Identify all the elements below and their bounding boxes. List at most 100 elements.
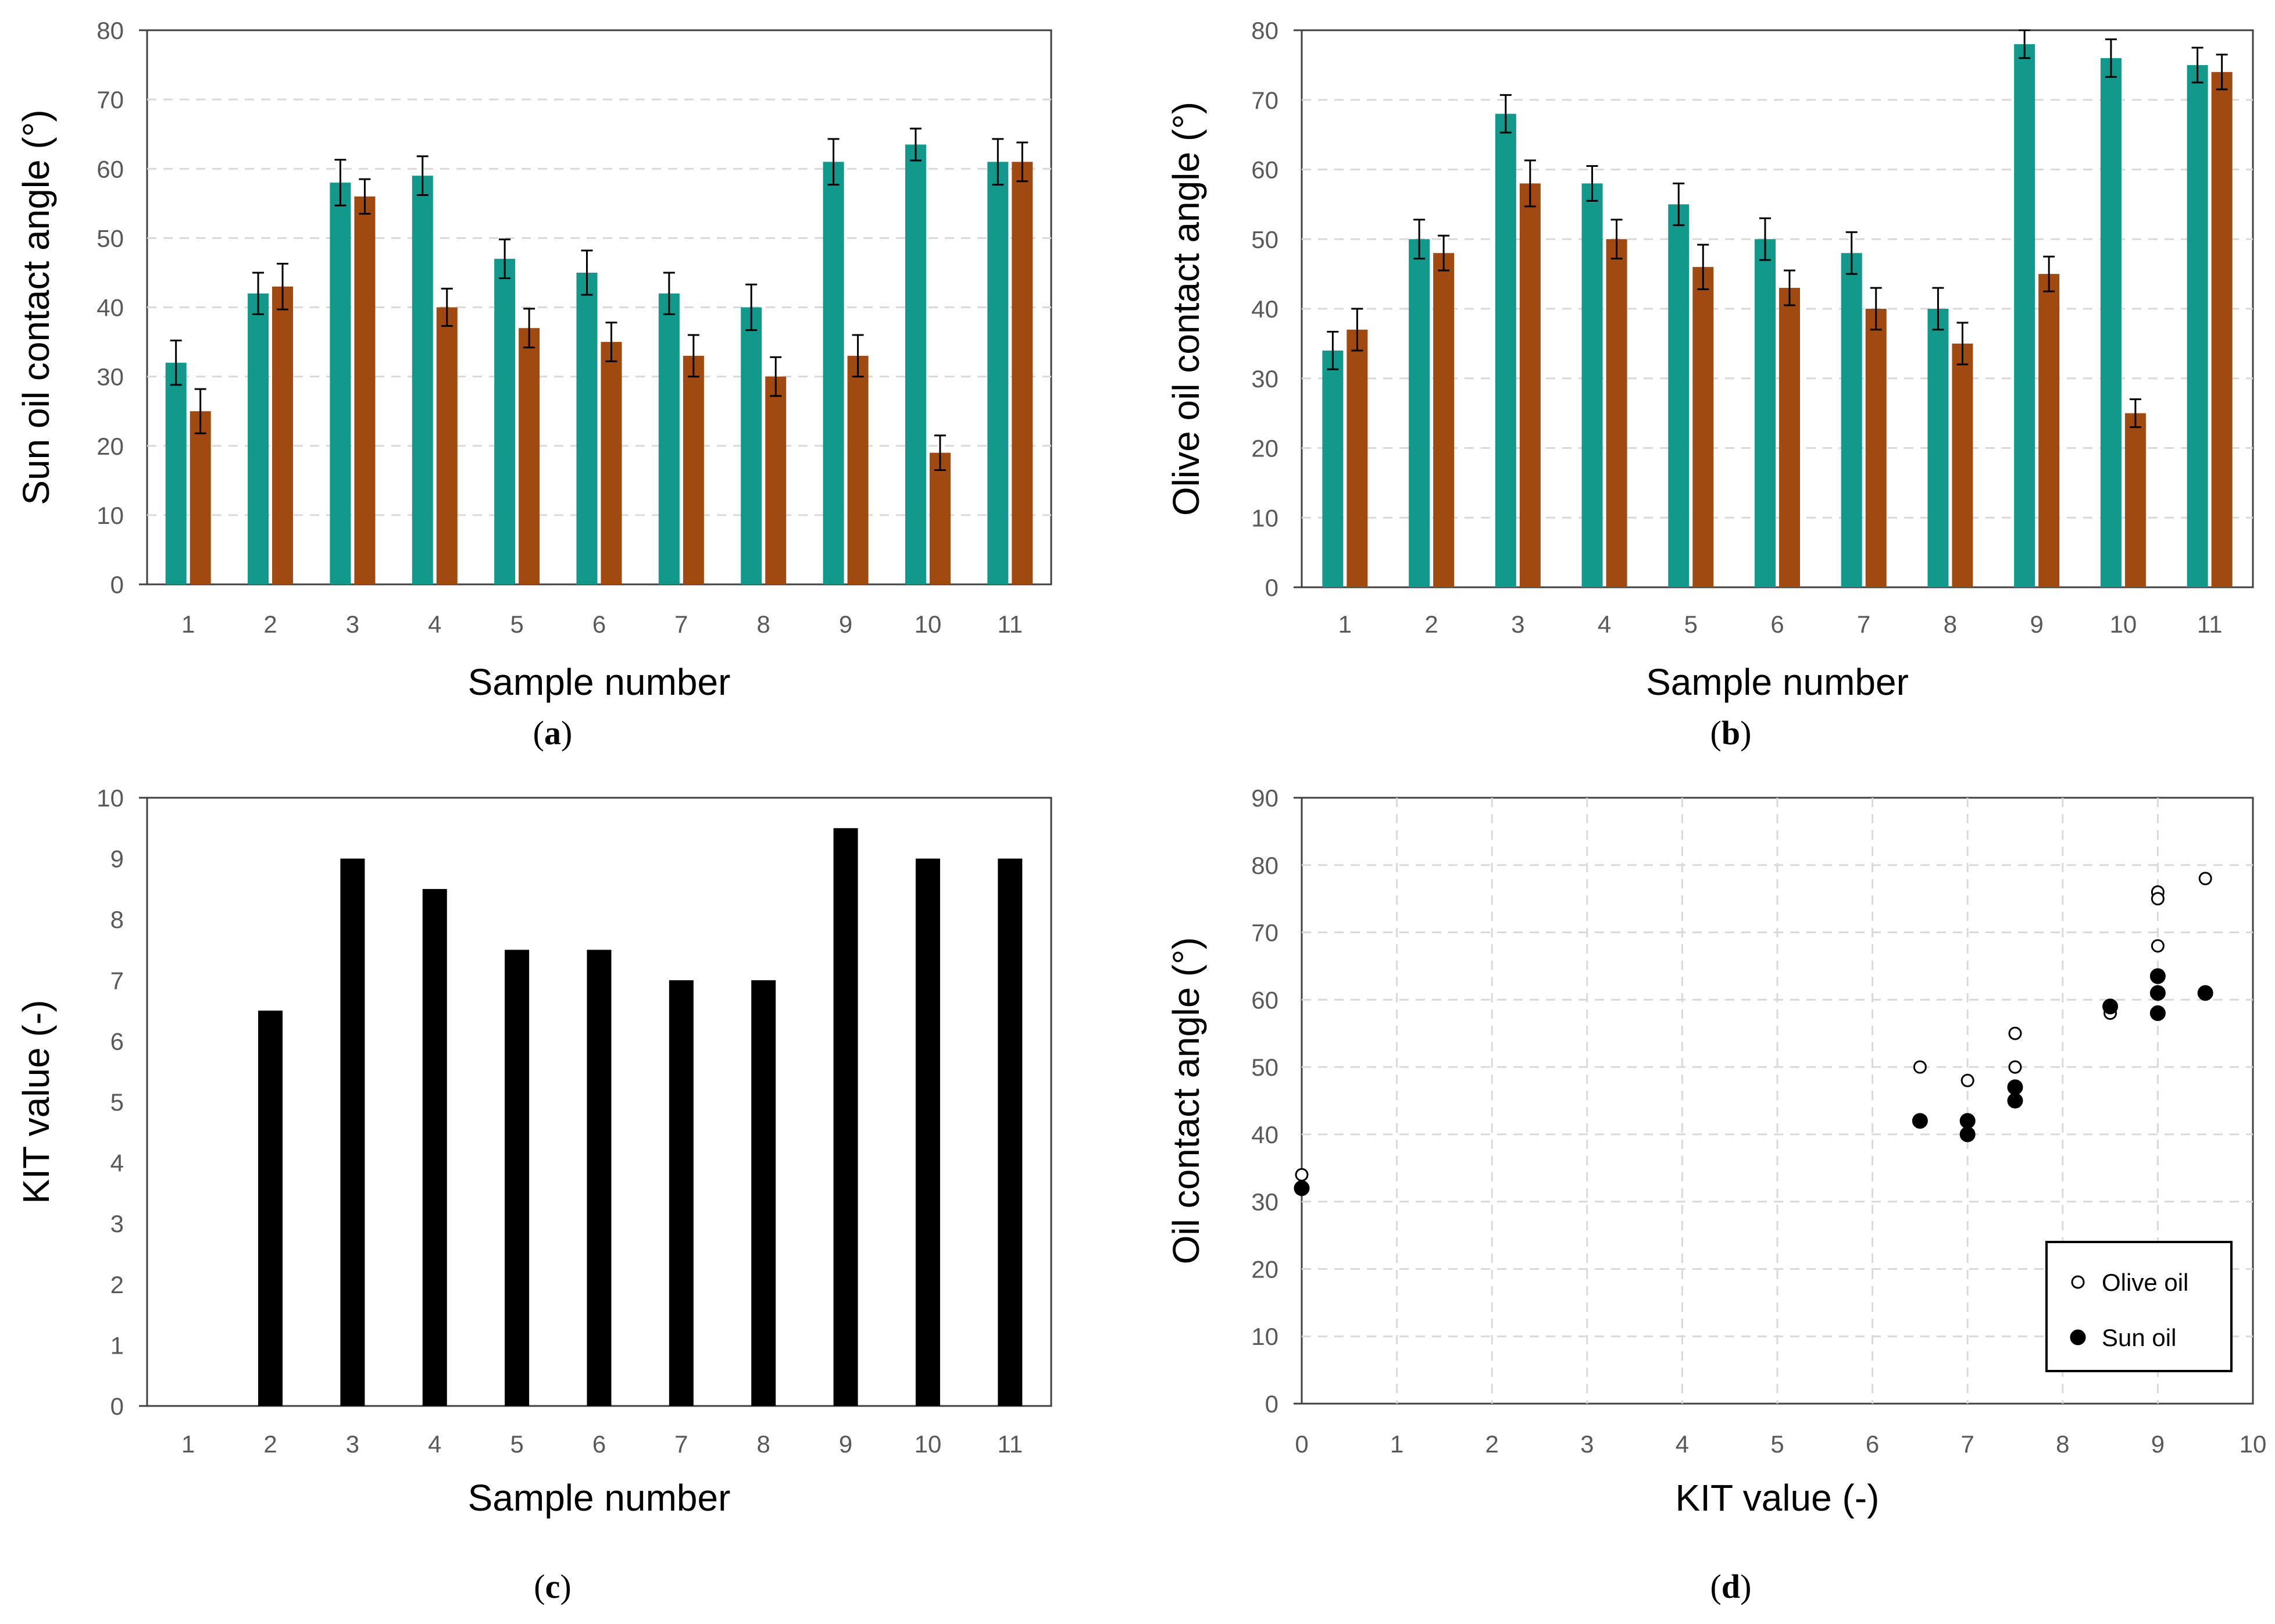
y-tick-label: 90 bbox=[1251, 784, 1278, 812]
x-tick-label: 7 bbox=[1857, 611, 1870, 638]
panel-label-close-paren: ) bbox=[561, 714, 572, 752]
legend-box bbox=[2045, 1241, 2233, 1372]
y-tick-label: 80 bbox=[1251, 852, 1278, 879]
bar bbox=[1495, 113, 1516, 587]
panel-label: (c) bbox=[534, 1568, 571, 1605]
point-filled-circle bbox=[2149, 968, 2166, 984]
legend-marker bbox=[2070, 1329, 2086, 1345]
x-tick-label: 1 bbox=[1338, 611, 1352, 638]
y-tick-label: 60 bbox=[1251, 156, 1278, 184]
x-tick-label: 9 bbox=[839, 611, 852, 638]
x-tick-label: 6 bbox=[1770, 611, 1784, 638]
x-tick-label: 3 bbox=[346, 1430, 359, 1458]
bar bbox=[330, 183, 351, 584]
bar bbox=[2187, 65, 2208, 587]
x-tick-label: 4 bbox=[1676, 1430, 1689, 1458]
bar bbox=[165, 362, 187, 584]
bar bbox=[2014, 44, 2035, 587]
x-tick-label: 1 bbox=[181, 1430, 195, 1458]
bar bbox=[601, 342, 622, 584]
y-tick-label: 30 bbox=[1251, 1188, 1278, 1216]
panel-label-letter: a bbox=[544, 714, 561, 752]
bar bbox=[915, 858, 940, 1406]
x-tick-label: 9 bbox=[839, 1430, 852, 1458]
y-tick-label: 70 bbox=[97, 86, 124, 113]
bar bbox=[258, 1011, 283, 1406]
panel-label-letter: c bbox=[545, 1568, 560, 1605]
x-tick-label: 4 bbox=[1598, 611, 1611, 638]
y-tick-label: 50 bbox=[1251, 1054, 1278, 1081]
y-axis-title: Sun oil contact angle (°) bbox=[15, 109, 57, 505]
bar bbox=[1841, 253, 1862, 587]
y-tick-label: 80 bbox=[97, 17, 124, 44]
bar bbox=[576, 272, 598, 584]
point-open-circle bbox=[1913, 1060, 1927, 1074]
y-tick-label: 60 bbox=[97, 155, 124, 183]
bar bbox=[1692, 267, 1714, 587]
bar bbox=[669, 980, 694, 1406]
bar bbox=[833, 828, 858, 1406]
bar bbox=[2038, 274, 2060, 587]
x-tick-label: 10 bbox=[915, 1430, 942, 1458]
panel-label-open-paren: ( bbox=[1710, 1568, 1722, 1605]
panel-label-open-paren: ( bbox=[533, 714, 544, 752]
y-tick-label: 0 bbox=[110, 571, 124, 598]
x-tick-label: 5 bbox=[1770, 1430, 1784, 1458]
bar bbox=[354, 196, 376, 584]
panel-label: (b) bbox=[1710, 714, 1752, 752]
y-tick-label: 50 bbox=[1251, 226, 1278, 253]
panel-label-close-paren: ) bbox=[1740, 714, 1751, 752]
x-tick-label: 3 bbox=[1511, 611, 1524, 638]
bar bbox=[272, 286, 294, 584]
bar bbox=[929, 452, 951, 584]
bar bbox=[412, 176, 433, 585]
x-tick-label: 11 bbox=[998, 611, 1023, 638]
y-tick-label: 3 bbox=[110, 1210, 124, 1237]
y-tick-label: 20 bbox=[1251, 435, 1278, 462]
y-tick-label: 60 bbox=[1251, 986, 1278, 1013]
x-tick-label: 5 bbox=[510, 611, 523, 638]
x-tick-label: 11 bbox=[2197, 611, 2223, 638]
point-filled-circle bbox=[2007, 1093, 2023, 1109]
y-tick-label: 4 bbox=[110, 1150, 124, 1177]
y-tick-label: 40 bbox=[1251, 1121, 1278, 1148]
y-tick-label: 30 bbox=[1251, 365, 1278, 392]
legend-marker bbox=[2071, 1275, 2085, 1289]
x-tick-label: 8 bbox=[1944, 611, 1957, 638]
legend: Olive oil Sun oil bbox=[2045, 1241, 2233, 1372]
x-tick-label: 2 bbox=[1485, 1430, 1499, 1458]
bar bbox=[751, 980, 776, 1406]
x-tick-label: 3 bbox=[1580, 1430, 1594, 1458]
panel-label-letter: b bbox=[1722, 714, 1740, 752]
point-filled-circle bbox=[2149, 985, 2166, 1001]
bar bbox=[847, 355, 869, 584]
bar bbox=[1347, 329, 1368, 587]
x-tick-label: 10 bbox=[915, 611, 942, 638]
panel-label: (a) bbox=[533, 714, 573, 752]
y-tick-label: 10 bbox=[97, 784, 124, 812]
y-tick-label: 0 bbox=[1265, 1390, 1278, 1418]
bar bbox=[340, 858, 365, 1406]
x-tick-label: 9 bbox=[2151, 1430, 2165, 1458]
bar bbox=[1322, 350, 1344, 587]
x-tick-label: 4 bbox=[428, 1430, 441, 1458]
x-tick-label: 6 bbox=[592, 611, 606, 638]
chart-panel-a: 0 10 20 30 40 50 60 70 80 1 2 3 4 5 6 7 8 9 10 11 Sun oil co… bbox=[15, 17, 1052, 752]
x-axis-title: Sample number bbox=[468, 661, 731, 703]
panel-label-close-paren: ) bbox=[560, 1568, 571, 1605]
y-tick-label: 80 bbox=[1251, 17, 1278, 44]
x-tick-label: 7 bbox=[1961, 1430, 1974, 1458]
point-open-circle bbox=[2198, 872, 2212, 886]
legend-label: Olive oil bbox=[2102, 1269, 2188, 1296]
bar bbox=[905, 144, 926, 584]
x-tick-label: 10 bbox=[2110, 611, 2137, 638]
y-tick-label: 1 bbox=[110, 1332, 124, 1359]
y-tick-label: 0 bbox=[110, 1393, 124, 1420]
x-tick-label: 1 bbox=[181, 611, 195, 638]
y-tick-label: 10 bbox=[1251, 504, 1278, 531]
y-tick-label: 20 bbox=[1251, 1255, 1278, 1283]
x-tick-label: 8 bbox=[757, 1430, 770, 1458]
bar bbox=[422, 888, 447, 1406]
x-tick-label: 2 bbox=[263, 611, 277, 638]
